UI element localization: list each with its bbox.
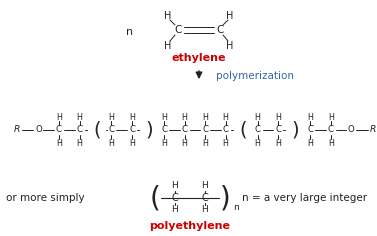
Text: C: C: [161, 126, 167, 135]
Text: R: R: [14, 126, 20, 135]
Text: C: C: [182, 126, 188, 135]
Text: C: C: [202, 193, 208, 203]
Text: C: C: [254, 126, 261, 135]
Text: H: H: [328, 139, 334, 148]
Text: H: H: [182, 139, 187, 148]
Text: C: C: [202, 126, 208, 135]
Text: H: H: [307, 139, 313, 148]
Text: n = a very large integer: n = a very large integer: [242, 193, 368, 203]
Text: H: H: [255, 113, 261, 122]
Text: H: H: [164, 41, 172, 51]
Text: H: H: [164, 11, 172, 21]
Text: n: n: [233, 203, 239, 212]
Text: C: C: [275, 126, 281, 135]
Text: polymerization: polymerization: [216, 71, 294, 81]
Text: H: H: [56, 113, 62, 122]
Text: (: (: [93, 121, 100, 139]
Text: H: H: [328, 113, 334, 122]
Text: R: R: [370, 126, 376, 135]
Text: n: n: [126, 27, 133, 37]
Text: H: H: [202, 181, 208, 190]
Text: H: H: [172, 206, 178, 215]
Text: or more simply: or more simply: [6, 193, 84, 203]
Text: H: H: [172, 181, 178, 190]
Text: H: H: [109, 113, 115, 122]
Text: C: C: [109, 126, 115, 135]
Text: O: O: [348, 126, 355, 135]
Text: H: H: [255, 139, 261, 148]
Text: H: H: [129, 139, 135, 148]
Text: C: C: [172, 193, 178, 203]
Text: ): ): [146, 121, 153, 139]
Text: H: H: [275, 113, 281, 122]
Text: H: H: [77, 139, 83, 148]
Text: C: C: [174, 25, 182, 35]
Text: H: H: [109, 139, 115, 148]
Text: ): ): [220, 184, 230, 212]
Text: H: H: [223, 139, 228, 148]
Text: H: H: [275, 139, 281, 148]
Text: O: O: [35, 126, 42, 135]
Text: H: H: [226, 11, 234, 21]
Text: C: C: [56, 126, 62, 135]
Text: C: C: [328, 126, 334, 135]
Text: H: H: [202, 139, 208, 148]
Text: ethylene: ethylene: [172, 53, 226, 63]
Text: H: H: [161, 113, 167, 122]
Text: H: H: [182, 113, 187, 122]
Text: C: C: [307, 126, 313, 135]
Text: (: (: [150, 184, 160, 212]
Text: H: H: [223, 113, 228, 122]
Text: (: (: [239, 121, 247, 139]
Text: H: H: [307, 113, 313, 122]
Text: H: H: [226, 41, 234, 51]
Text: polyethylene: polyethylene: [150, 221, 230, 231]
Text: H: H: [202, 113, 208, 122]
Text: C: C: [223, 126, 229, 135]
Text: H: H: [161, 139, 167, 148]
Text: C: C: [216, 25, 224, 35]
Text: H: H: [77, 113, 83, 122]
Text: ): ): [291, 121, 299, 139]
Text: C: C: [129, 126, 135, 135]
Text: H: H: [202, 206, 208, 215]
Text: H: H: [56, 139, 62, 148]
Text: C: C: [77, 126, 83, 135]
Text: H: H: [129, 113, 135, 122]
